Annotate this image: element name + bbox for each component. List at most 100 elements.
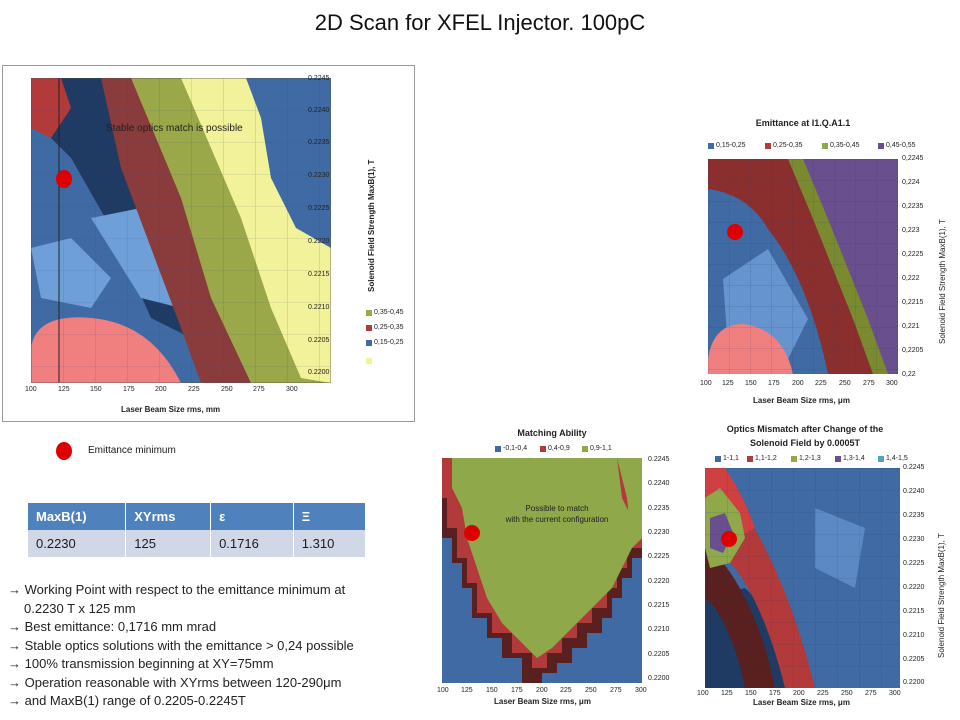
working-point-marker <box>464 525 480 541</box>
mismatch-legend-item: 1,2-1,3 <box>791 455 821 462</box>
bullet-list: → Working Point with respect to the emit… <box>8 581 354 711</box>
emittance-y-axis-title: Solenoid Field Strength MaxB(1), T <box>938 219 947 344</box>
legend-swatch-blue <box>708 142 714 149</box>
mismatch-y-tick: 0.2240 <box>903 488 925 495</box>
plot-grid <box>708 159 898 374</box>
legend-swatch-green <box>366 309 372 316</box>
mismatch-legend-item: 1,3-1,4 <box>835 455 865 462</box>
legend-label: 0,9-1,1 <box>590 445 612 452</box>
main-y-tick: 0.2215 <box>308 271 330 278</box>
arrow-icon: → <box>8 637 25 653</box>
arrow-icon: → <box>8 619 25 634</box>
mismatch-y-tick: 0.2205 <box>903 656 925 663</box>
matching-x-tick: 150 <box>486 687 498 694</box>
region-green-right <box>617 458 642 548</box>
mismatch-x-tick: 100 <box>697 690 709 697</box>
table-cell: 125 <box>125 530 212 557</box>
matching-x-tick: 175 <box>511 687 523 694</box>
main-legend-item: 0,25-0,35 <box>366 324 404 331</box>
matching-y-tick: 0.2235 <box>648 505 670 512</box>
emittance-chart-plot <box>708 159 898 374</box>
mismatch-legend-item: 1,1-1,2 <box>747 455 777 462</box>
main-legend-item: 0,15-0,25 <box>366 339 404 346</box>
bullet-item: → Stable optics solutions with the emitt… <box>8 637 354 656</box>
mismatch-x-tick: 175 <box>769 690 781 697</box>
main-x-tick: 250 <box>221 386 233 393</box>
legend-label: 1,1-1,2 <box>755 455 777 462</box>
legend-label: 1,2-1,3 <box>799 455 821 462</box>
mismatch-x-tick: 275 <box>865 690 877 697</box>
bullet-text: Working Point with respect to the emitta… <box>24 582 346 597</box>
table-header-cell: MaxB(1) <box>28 503 127 530</box>
main-y-tick: 0.2230 <box>308 172 330 179</box>
matching-y-tick: 0.2200 <box>648 675 670 682</box>
table-header-row: MaxB(1) XYrms ε Ξ <box>28 503 367 530</box>
emittance-legend-item: 0,45-0,55 <box>878 142 916 149</box>
main-y-tick: 0.2225 <box>308 205 330 212</box>
matching-annotation: Possible to match with the current confi… <box>477 503 637 525</box>
main-chart-plot <box>31 78 331 383</box>
table-header-cell: Ξ <box>293 503 367 530</box>
matching-x-tick: 300 <box>635 687 647 694</box>
mismatch-legend-item: 1,4-1,5 <box>878 455 908 462</box>
mismatch-title-line: Solenoid Field by 0.0005T <box>749 438 861 448</box>
matching-chart: Matching Ability -0,1-0,4 0,4-0,9 0,9-1,… <box>432 425 682 720</box>
bullet-text: and MaxB(1) range of 0.2205-0.2245T <box>24 693 246 708</box>
main-x-tick: 275 <box>253 386 265 393</box>
matching-x-tick: 250 <box>585 687 597 694</box>
mismatch-x-tick: 125 <box>721 690 733 697</box>
matching-y-tick: 0.2245 <box>648 456 670 463</box>
main-x-tick: 150 <box>90 386 102 393</box>
main-x-tick: 200 <box>155 386 167 393</box>
emittance-x-tick: 175 <box>768 380 780 387</box>
bullet-text: 0.2230 T x 125 mm <box>24 600 136 616</box>
legend-swatch-red <box>747 455 753 462</box>
legend-swatch-blue <box>495 445 501 452</box>
emittance-x-tick: 125 <box>722 380 734 387</box>
emittance-y-tick: 0,2215 <box>902 299 924 306</box>
legend-label: 0,35-0,45 <box>374 309 404 316</box>
emittance-x-tick: 200 <box>792 380 804 387</box>
working-point-marker <box>56 170 72 188</box>
main-y-axis-title: Solenoid Field Strength MaxB(1), T <box>367 159 376 292</box>
legend-swatch-blue <box>715 455 721 462</box>
emittance-y-tick: 0,223 <box>902 227 920 234</box>
matching-legend-item: 0,4-0,9 <box>540 445 570 452</box>
matching-legend-item: -0,1-0,4 <box>495 445 527 452</box>
bullet-item: → Operation reasonable with XYrms betwee… <box>8 674 354 693</box>
legend-swatch-green <box>582 445 588 452</box>
legend-swatch-green <box>822 142 828 149</box>
main-y-tick: 0.2245 <box>308 75 330 82</box>
matching-x-tick: 275 <box>610 687 622 694</box>
main-x-tick: 125 <box>58 386 70 393</box>
legend-label: 1-1,1 <box>723 455 739 462</box>
emittance-y-tick: 0,2205 <box>902 347 924 354</box>
plot-grid <box>705 468 900 688</box>
emittance-y-tick: 0,224 <box>902 179 920 186</box>
legend-label: 0,15-0,25 <box>716 142 746 149</box>
legend-label: 0,15-0,25 <box>374 339 404 346</box>
emittance-x-tick: 150 <box>745 380 757 387</box>
legend-label: 0,25-0,35 <box>374 324 404 331</box>
main-y-tick: 0.2210 <box>308 304 330 311</box>
emittance-chart: Emittance at I1.Q.A1.1 0,15-0,25 0,25-0,… <box>698 114 960 414</box>
legend-swatch-blue <box>366 339 372 346</box>
matching-x-tick: 200 <box>536 687 548 694</box>
bullet-text: Operation reasonable with XYrms between … <box>24 674 342 690</box>
mismatch-y-tick: 0.2225 <box>903 560 925 567</box>
legend-label: 0,45-0,55 <box>886 142 916 149</box>
legend-label: -0,1-0,4 <box>503 445 528 452</box>
table-cell: 1.310 <box>293 530 367 557</box>
matching-annotation-line: Possible to match <box>525 504 589 513</box>
mismatch-chart-plot <box>705 468 900 688</box>
emittance-minimum-label: Emittance minimum <box>88 445 176 456</box>
bullet-item: → Best emittance: 0,1716 mm mrad <box>8 618 354 637</box>
legend-label: 0,25-0,35 <box>773 142 803 149</box>
matching-y-tick: 0.2220 <box>648 578 670 585</box>
legend-label: 0,35-0,45 <box>830 142 860 149</box>
table-header-cell: ε <box>210 503 294 530</box>
legend-swatch-purple <box>835 455 841 462</box>
legend-swatch-red <box>540 445 546 452</box>
emittance-y-tick: 0,222 <box>902 275 920 282</box>
main-legend-item: 0,35-0,45 <box>366 309 404 316</box>
